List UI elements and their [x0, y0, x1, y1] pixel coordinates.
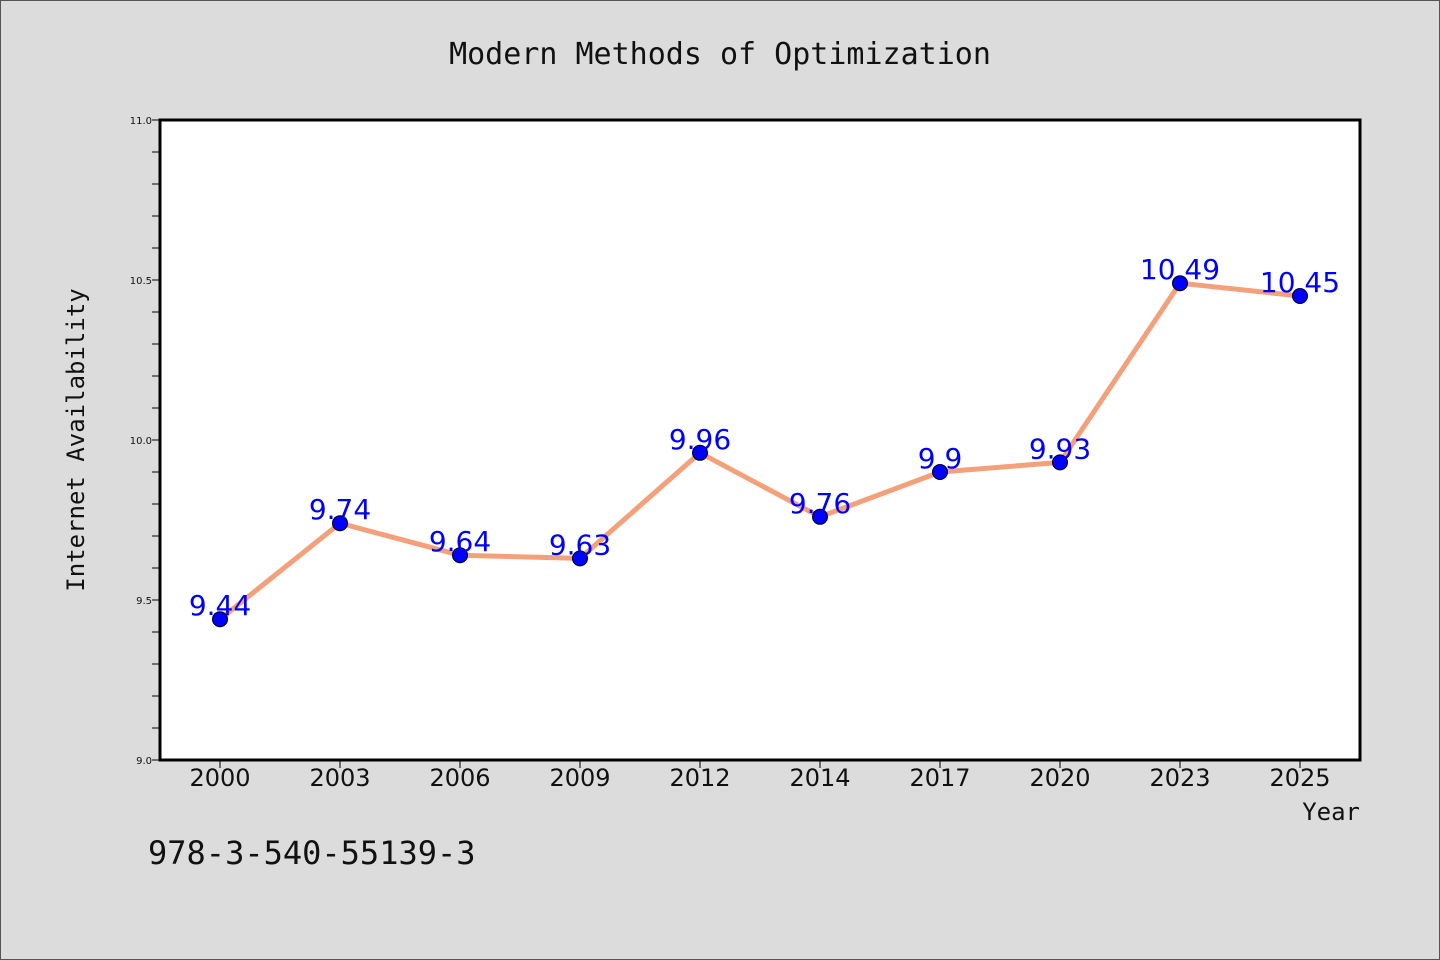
data-label: 9.93: [1029, 432, 1091, 465]
data-label: 9.96: [669, 423, 731, 456]
y-tick-label: 10.0: [130, 436, 152, 447]
x-tick-label: 2014: [789, 764, 850, 792]
x-tick-label: 2000: [189, 764, 250, 792]
data-label: 9.76: [789, 487, 851, 520]
data-label: 10.49: [1140, 253, 1220, 286]
data-point: [332, 515, 348, 532]
data-point: [812, 508, 828, 525]
y-tick-label: 11.0: [130, 116, 152, 127]
x-tick-label: 2006: [429, 764, 490, 792]
x-axis-ticks: 2000 2003 2006 2009 2012 2014 2017 2020 2023 2025: [189, 760, 1331, 792]
data-point: [932, 464, 948, 480]
data-point: [572, 550, 588, 567]
y-tick-label: 10.5: [130, 276, 152, 287]
series-line: [217, 280, 1303, 622]
data-label: 9.64: [429, 525, 491, 558]
data-point: [452, 547, 468, 564]
plot-area: [158, 118, 1362, 762]
y-axis-ticks: 9.0 9.5 10.0 10.5 11.0: [130, 116, 160, 767]
isbn-text: 978-3-540-55139-3: [148, 834, 476, 872]
x-tick-label: 2003: [309, 764, 370, 792]
data-point: [1052, 454, 1068, 471]
x-tick-label: 2020: [1029, 764, 1090, 792]
data-point: [1172, 275, 1188, 292]
data-label: 9.74: [309, 493, 371, 526]
y-axis-label: Internet Availability: [62, 288, 90, 591]
x-tick-label: 2017: [909, 764, 970, 792]
chart-title: Modern Methods of Optimization: [449, 37, 991, 72]
data-label: 9.44: [189, 589, 251, 622]
y-tick-label: 9.5: [136, 596, 152, 607]
y-tick-label: 9.0: [136, 756, 152, 767]
x-tick-label: 2009: [549, 764, 610, 792]
x-tick-label: 2012: [669, 764, 730, 792]
data-point: [1292, 288, 1308, 304]
series-layer: 9.44 9.74 9.64 9.63 9.96 9.76 9.9 9.93 10.49 10.4…: [189, 253, 1340, 628]
data-point: [692, 444, 708, 461]
x-axis-label: Year: [1302, 798, 1360, 826]
data-label: 9.9: [918, 442, 963, 475]
x-tick-label: 2025: [1269, 764, 1330, 792]
x-tick-label: 2023: [1149, 764, 1210, 792]
data-label: 10.45: [1260, 266, 1340, 299]
data-point: [212, 611, 228, 628]
data-label: 9.63: [549, 528, 611, 561]
